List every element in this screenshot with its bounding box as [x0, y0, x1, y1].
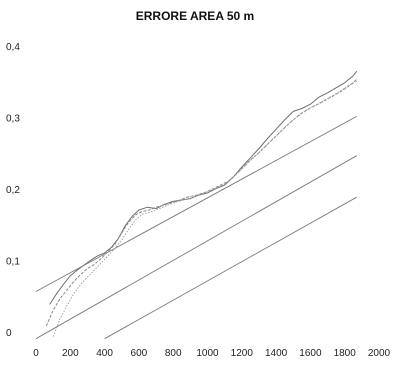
y-tick-label: 0,3: [6, 114, 20, 125]
reference-line-2: [35, 155, 357, 340]
series-line-1: [49, 70, 358, 305]
x-tick-label: 2000: [368, 348, 391, 359]
x-tick-label: 1600: [299, 348, 322, 359]
x-tick-label: 600: [131, 348, 148, 359]
y-tick-label: 0: [6, 328, 12, 339]
series-line-3: [52, 80, 357, 337]
reference-lines: [35, 116, 357, 340]
y-tick-label: 0,4: [6, 42, 20, 53]
x-tick-label: 1400: [265, 348, 288, 359]
x-tick-label: 1000: [196, 348, 219, 359]
y-tick-label: 0,2: [6, 185, 20, 196]
reference-line-3: [104, 196, 357, 340]
x-axis-ticks: 0 200 400 600 800 1000 1200 1400 1600 1800 2000: [33, 348, 390, 359]
x-tick-label: 0: [33, 348, 39, 359]
chart-title: ERRORE AREA 50 m: [136, 9, 254, 23]
y-tick-label: 0,1: [6, 257, 20, 268]
x-tick-label: 1800: [334, 348, 357, 359]
x-tick-label: 1200: [231, 348, 254, 359]
reference-line-1: [35, 116, 357, 292]
series-line-2: [45, 78, 358, 327]
x-tick-label: 800: [165, 348, 182, 359]
y-axis-ticks: 0 0,1 0,2 0,3 0,4: [6, 42, 20, 339]
x-tick-label: 200: [62, 348, 79, 359]
series-lines: [45, 70, 358, 337]
x-tick-label: 400: [96, 348, 113, 359]
